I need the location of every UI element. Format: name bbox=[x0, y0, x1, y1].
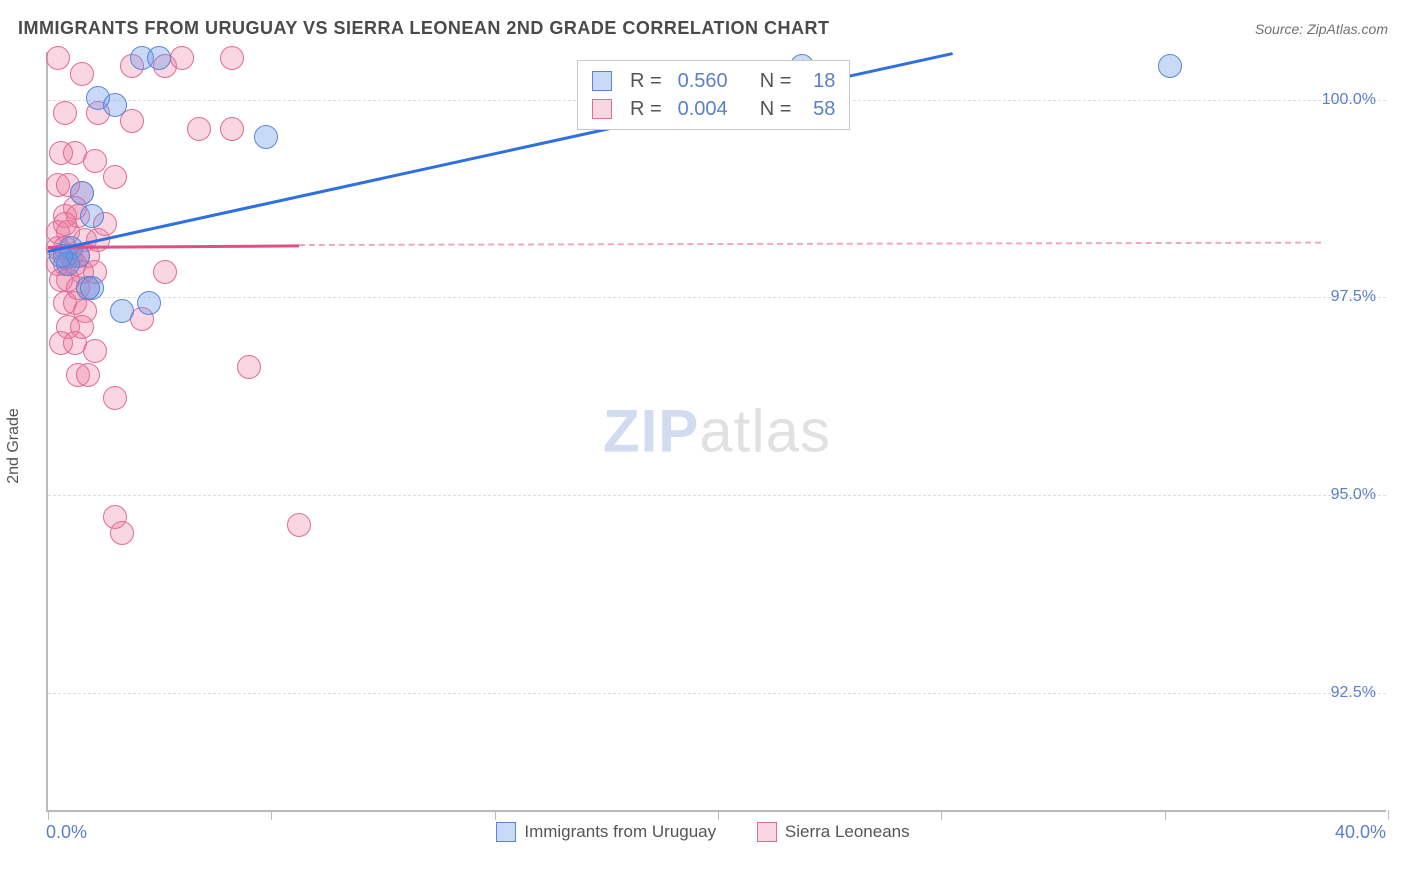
stats-n-value: 58 bbox=[801, 98, 835, 121]
point-sierra bbox=[237, 355, 261, 379]
x-tick bbox=[48, 810, 49, 820]
y-tick-label: 95.0% bbox=[1331, 486, 1376, 504]
y-tick-label: 100.0% bbox=[1322, 91, 1376, 109]
gridline-h bbox=[48, 297, 1386, 298]
bottom-legend: Immigrants from Uruguay Sierra Leoneans bbox=[0, 822, 1406, 847]
x-tick bbox=[941, 810, 942, 820]
y-axis-label: 2nd Grade bbox=[5, 408, 23, 484]
stats-row: R = 0.004 N = 58 bbox=[592, 95, 835, 123]
plot-canvas: ZIPatlas 92.5% 95.0% 97.5% 100.0% R = 0.560 N … bbox=[46, 52, 1386, 812]
chart-title: IMMIGRANTS FROM URUGUAY VS SIERRA LEONEA… bbox=[18, 18, 830, 39]
point-sierra bbox=[46, 46, 70, 70]
stats-legend: R = 0.560 N = 18 R = 0.004 N = 58 bbox=[577, 60, 850, 130]
trend-line bbox=[48, 244, 299, 249]
point-sierra bbox=[220, 46, 244, 70]
stats-swatch bbox=[592, 99, 612, 119]
point-sierra bbox=[53, 101, 77, 125]
stats-n-label: N = bbox=[760, 70, 792, 93]
x-tick bbox=[718, 810, 719, 820]
point-sierra bbox=[153, 260, 177, 284]
point-uruguay bbox=[103, 93, 127, 117]
point-sierra bbox=[83, 149, 107, 173]
point-sierra bbox=[103, 386, 127, 410]
stats-n-label: N = bbox=[760, 98, 792, 121]
point-sierra bbox=[53, 212, 77, 236]
gridline-h bbox=[48, 693, 1386, 694]
title-bar: IMMIGRANTS FROM URUGUAY VS SIERRA LEONEA… bbox=[18, 18, 1388, 39]
point-sierra bbox=[187, 117, 211, 141]
legend-item-uruguay: Immigrants from Uruguay bbox=[496, 822, 716, 842]
point-sierra bbox=[287, 513, 311, 537]
x-tick bbox=[1165, 810, 1166, 820]
point-sierra bbox=[70, 62, 94, 86]
point-uruguay bbox=[80, 204, 104, 228]
point-uruguay bbox=[147, 46, 171, 70]
stats-r-label: R = bbox=[630, 70, 662, 93]
plot-area: ZIPatlas 92.5% 95.0% 97.5% 100.0% R = 0.560 N … bbox=[46, 52, 1386, 812]
point-uruguay bbox=[110, 299, 134, 323]
x-tick bbox=[1388, 810, 1389, 820]
legend-label-sierra: Sierra Leoneans bbox=[785, 822, 910, 842]
stats-r-label: R = bbox=[630, 98, 662, 121]
point-sierra bbox=[76, 363, 100, 387]
y-tick-label: 97.5% bbox=[1331, 288, 1376, 306]
point-uruguay bbox=[80, 276, 104, 300]
point-uruguay bbox=[137, 291, 161, 315]
watermark-zip: ZIP bbox=[603, 398, 699, 465]
x-tick bbox=[495, 810, 496, 820]
gridline-h bbox=[48, 495, 1386, 496]
point-uruguay bbox=[70, 181, 94, 205]
legend-swatch-sierra bbox=[757, 822, 777, 842]
legend-swatch-uruguay bbox=[496, 822, 516, 842]
point-uruguay bbox=[1158, 54, 1182, 78]
point-uruguay bbox=[254, 125, 278, 149]
point-sierra bbox=[110, 521, 134, 545]
stats-n-value: 18 bbox=[801, 70, 835, 93]
point-sierra bbox=[83, 339, 107, 363]
trend-line bbox=[299, 242, 1321, 246]
watermark-atlas: atlas bbox=[699, 398, 831, 465]
point-sierra bbox=[170, 46, 194, 70]
legend-item-sierra: Sierra Leoneans bbox=[757, 822, 910, 842]
point-sierra bbox=[220, 117, 244, 141]
x-tick bbox=[271, 810, 272, 820]
legend-label-uruguay: Immigrants from Uruguay bbox=[524, 822, 716, 842]
source-label: Source: ZipAtlas.com bbox=[1255, 21, 1388, 37]
stats-r-value: 0.004 bbox=[672, 98, 728, 121]
stats-r-value: 0.560 bbox=[672, 70, 728, 93]
stats-swatch bbox=[592, 71, 612, 91]
stats-row: R = 0.560 N = 18 bbox=[592, 67, 835, 95]
point-sierra bbox=[103, 165, 127, 189]
watermark: ZIPatlas bbox=[603, 397, 831, 466]
y-tick-label: 92.5% bbox=[1331, 684, 1376, 702]
